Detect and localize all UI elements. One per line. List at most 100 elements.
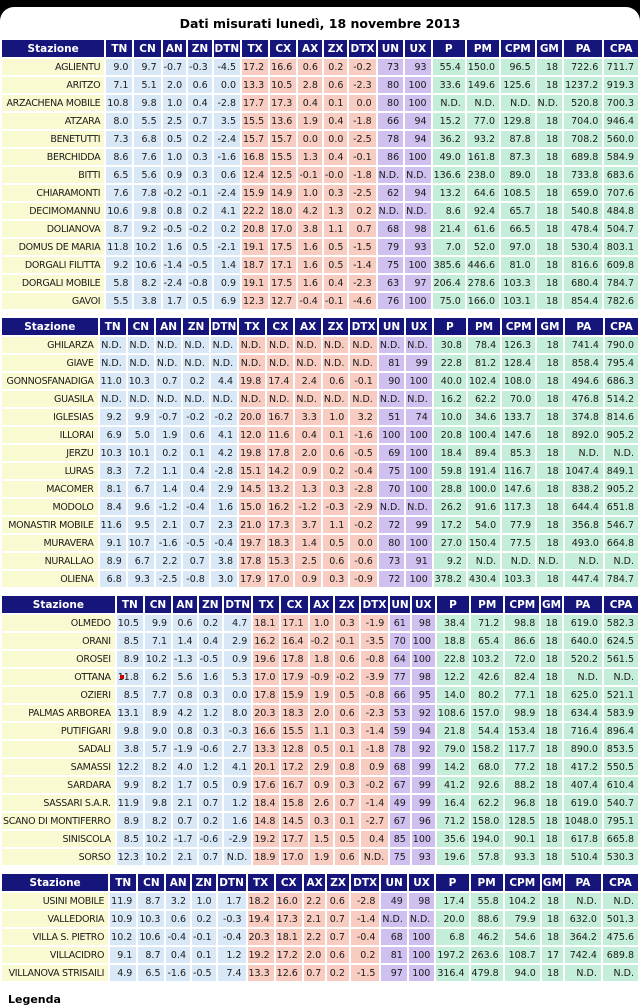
cell-gm: 18 <box>536 77 563 93</box>
cell-zx: 0.1 <box>322 427 349 443</box>
cell-cx: N.D. <box>267 391 294 407</box>
station-name: MURAVERA <box>2 535 98 551</box>
cell-an: 0.8 <box>173 723 197 739</box>
cell-dtn: 4.1 <box>213 203 240 219</box>
cell-an: 2.2 <box>155 553 182 569</box>
col-header-cpa: CPA <box>604 40 638 57</box>
cell-p: 22.8 <box>436 651 470 667</box>
cell-dtx: -1.5 <box>349 239 376 255</box>
cell-pa: 1048.0 <box>563 813 602 829</box>
cell-cn: N.D. <box>127 355 154 371</box>
cell-an: -0.5 <box>162 221 187 237</box>
cell-pa: 890.0 <box>563 741 602 757</box>
cell-un: 59 <box>390 723 410 739</box>
cell-cn: 5.1 <box>134 77 161 93</box>
cell-zn: 0.2 <box>188 131 212 147</box>
cell-un: 76 <box>377 293 404 309</box>
cell-ux: 99 <box>411 795 435 811</box>
cell-dtx: N.D. <box>360 849 389 865</box>
cell-tx: N.D. <box>239 337 266 353</box>
cell-zx: 0.0 <box>323 131 348 147</box>
page-title: Dati misurati lunedì, 18 novembre 2013 <box>179 16 461 31</box>
cell-cpa: 896.4 <box>603 723 638 739</box>
cell-zn: N.D. <box>183 391 209 407</box>
cell-dtx: -1.8 <box>349 113 376 129</box>
cell-gm: 18 <box>537 481 563 497</box>
cell-gm: 18 <box>541 687 562 703</box>
cell-p: 28.8 <box>433 481 466 497</box>
cell-dtx: -2.3 <box>349 77 376 93</box>
cell-dtn: -2.9 <box>224 831 252 847</box>
station-name: ORANI <box>2 633 115 649</box>
col-header-cn: CN <box>138 874 165 891</box>
cell-ux: 100 <box>406 427 432 443</box>
cell-pm: 158.0 <box>471 813 504 829</box>
table-row: DECIMOMANNU 10.6 9.8 0.8 0.2 4.1 22.2 18.0 4.2 1.… <box>2 203 638 219</box>
cell-cpa: 664.8 <box>604 535 638 551</box>
cell-dtx: 0.0 <box>350 535 377 551</box>
cell-gm: 18 <box>536 239 563 255</box>
cell-p: 16.4 <box>436 795 470 811</box>
cell-un: 72 <box>378 571 405 587</box>
col-header-pa: PA <box>563 596 602 613</box>
cell-tn: 9.9 <box>116 777 143 793</box>
cell-pa: 634.4 <box>563 705 602 721</box>
cell-p: 21.4 <box>432 221 465 237</box>
cell-cn: 5.5 <box>134 113 161 129</box>
table-row: OTTANA 11.8 6.2 5.6 1.6 5.3 17.0 17.9 -0.9 -0.2 -3… <box>2 669 638 685</box>
cell-pm: 62.2 <box>467 391 501 407</box>
cell-tx: 19.1 <box>242 239 269 255</box>
cell-cn: 10.6 <box>138 929 165 945</box>
cell-ax: 2.4 <box>295 373 321 389</box>
cell-gm: 18 <box>541 705 562 721</box>
cell-tn: 8.4 <box>99 499 126 515</box>
cell-zn: 0.4 <box>198 633 223 649</box>
cell-p: 197.2 <box>436 947 469 963</box>
cell-cn: 10.7 <box>127 535 154 551</box>
cell-tn: 13.1 <box>116 705 143 721</box>
cell-cx: 16.6 <box>270 59 297 75</box>
cell-ux: 98 <box>405 221 431 237</box>
cell-cn: 6.7 <box>127 481 154 497</box>
cell-pa: 364.2 <box>565 929 601 945</box>
cell-tx: 21.0 <box>239 517 266 533</box>
cell-cx: 11.6 <box>267 427 294 443</box>
cell-cpm: 77.9 <box>502 517 536 533</box>
cell-pm: 149.6 <box>466 77 499 93</box>
cell-tx: 16.8 <box>242 149 269 165</box>
cell-pa: 892.0 <box>564 427 603 443</box>
cell-pa: 540.8 <box>564 203 603 219</box>
cell-pm: 278.6 <box>466 275 499 291</box>
table-row: IGLESIAS 9.2 9.9 -0.7 -0.2 -0.2 20.0 16.7 3.3 1.0… <box>2 409 638 425</box>
cell-cx: 17.2 <box>275 947 302 963</box>
cell-pm: 54.0 <box>467 517 501 533</box>
cell-cx: 17.4 <box>267 373 294 389</box>
cell-p: 36.2 <box>432 131 465 147</box>
cell-dtx: -0.5 <box>350 445 377 461</box>
cell-dtn: 3.8 <box>210 553 238 569</box>
cell-p: 18.8 <box>436 633 470 649</box>
table-row: SAMASSI 12.2 8.2 4.0 1.2 4.1 20.1 17.2 2.9 0.8 0.9… <box>2 759 638 775</box>
cell-tx: 12.0 <box>239 427 266 443</box>
cell-cpm: 104.2 <box>504 893 540 909</box>
cell-ux: 93 <box>405 59 431 75</box>
table-row: AGLIENTU 9.0 9.7 -0.7 -0.3 -4.5 17.2 16.6 0.6 0.2… <box>2 59 638 75</box>
cell-cx: 13.6 <box>270 113 297 129</box>
cell-tx: 16.2 <box>253 633 280 649</box>
cell-cx: 16.4 <box>281 633 308 649</box>
cell-p: 7.0 <box>432 239 465 255</box>
cell-tx: 14.8 <box>253 813 280 829</box>
cell-an: 5.6 <box>173 669 197 685</box>
col-header-pm: PM <box>471 596 504 613</box>
station-name: OTTANA <box>2 669 115 685</box>
cell-dtn: 4.1 <box>224 759 252 775</box>
cell-dtn: -2.8 <box>213 95 240 111</box>
cell-cpa: 946.4 <box>604 113 638 129</box>
cell-pm: 446.6 <box>466 257 499 273</box>
cell-gm: 18 <box>541 669 562 685</box>
col-header-zn: ZN <box>183 318 209 335</box>
cell-dtn: 0.2 <box>213 221 240 237</box>
cell-tx: 14.5 <box>239 481 266 497</box>
cell-tx: 13.3 <box>242 77 269 93</box>
station-name: JERZU <box>2 445 98 461</box>
